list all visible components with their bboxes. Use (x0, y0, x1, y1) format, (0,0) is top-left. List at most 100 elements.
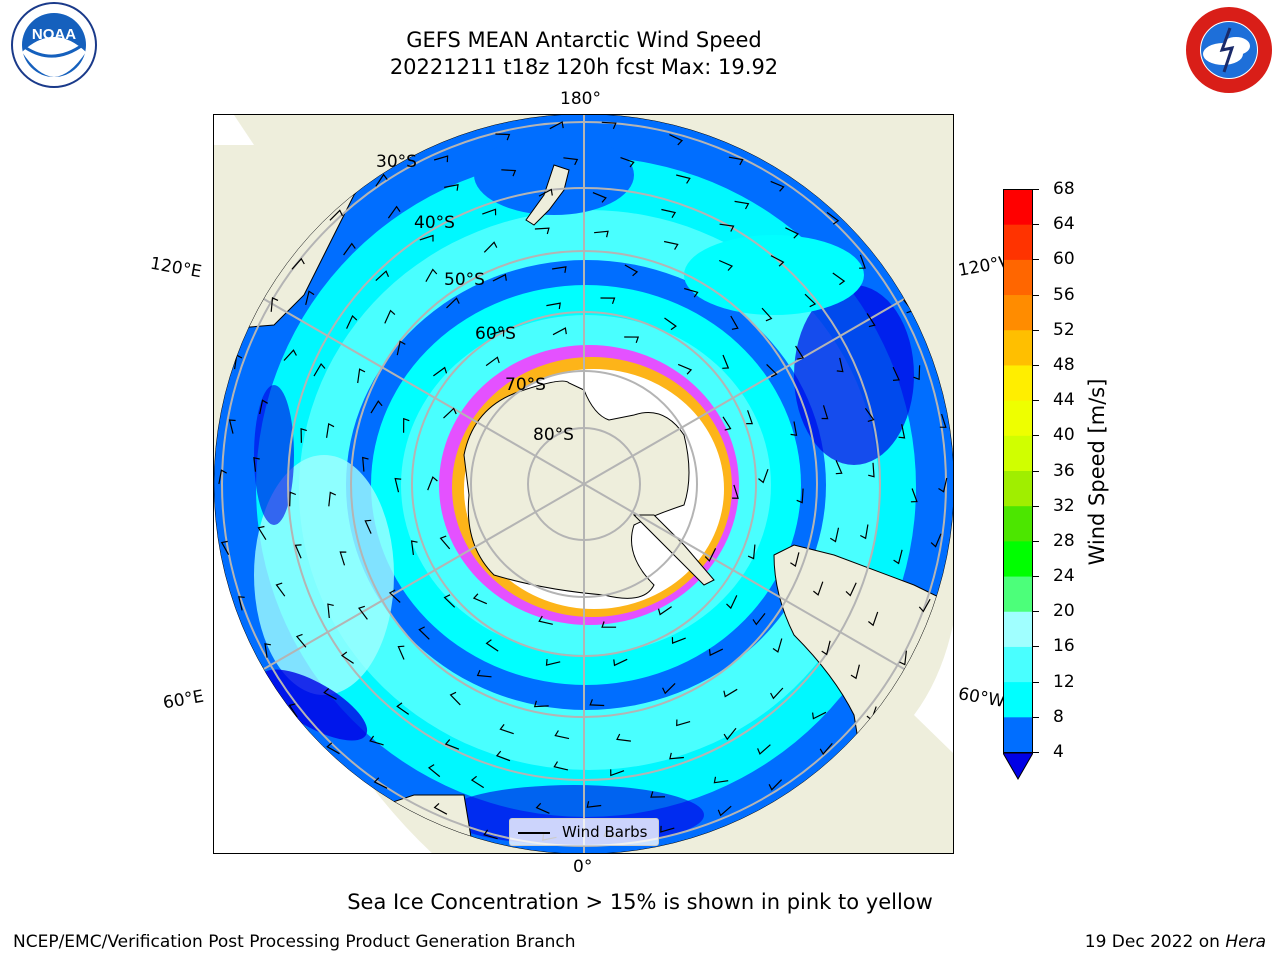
wind-barb (288, 703, 298, 718)
wind-barb (403, 417, 410, 433)
nws-logo (1178, 2, 1280, 98)
wind-barb (220, 540, 230, 555)
colorbar-segment (1003, 470, 1033, 507)
wind-barb (616, 733, 631, 742)
wind-barb (253, 457, 260, 472)
colorbar-tick-label: 60 (1053, 249, 1075, 270)
wind-barb (259, 399, 268, 415)
ocean-corner (214, 115, 254, 145)
wind-barb (671, 637, 686, 644)
wind-barb (492, 273, 507, 282)
colorbar-tick (1033, 646, 1039, 648)
colorbar-tick-label: 44 (1053, 390, 1075, 411)
wind-barb (829, 527, 840, 543)
wind-barb (501, 169, 517, 177)
wind-barb (918, 598, 931, 613)
wind-barb (326, 422, 335, 438)
wind-barb (439, 535, 451, 550)
colorbar-tick (1033, 540, 1039, 542)
lon-label-120e: 120°E (148, 253, 204, 283)
wind-barb (586, 801, 602, 808)
colorbar-tick (1033, 329, 1039, 331)
wind-barb (323, 688, 337, 700)
wind-barb (490, 329, 505, 337)
wind-barb (394, 477, 402, 493)
wind-barb (821, 640, 831, 656)
wind-barb (295, 633, 307, 648)
wind-barb (821, 405, 829, 420)
new-zealand (525, 164, 570, 226)
chart-subtitle: 20221211 t18z 120h fcst Max: 19.92 (389, 55, 779, 79)
lat-label-80s: 80°S (533, 425, 574, 445)
wind-patch (254, 385, 294, 525)
wind-barb (859, 254, 866, 269)
colorbar-tick-label: 52 (1053, 319, 1075, 340)
wind-patch (260, 669, 368, 741)
wind-barb (485, 639, 499, 652)
wind-barb (734, 200, 750, 210)
wind-barb (427, 476, 438, 491)
colorbar-segment (1003, 716, 1033, 753)
wind-barb (554, 730, 570, 740)
colorbar-segment (1003, 364, 1033, 401)
wind-barb (939, 413, 947, 428)
wind-barb (364, 519, 372, 534)
wind-barb (275, 582, 286, 597)
wind-barb (418, 626, 430, 640)
footer-host: Hera (1225, 932, 1266, 952)
wind-barb (746, 410, 754, 425)
wind-barb (768, 779, 783, 791)
wind-barb (483, 829, 498, 840)
sea-ice-note: Sea Ice Concentration > 15% is shown in … (347, 890, 933, 914)
colorbar-extend-min (1003, 752, 1033, 781)
colorbar-tick (1033, 470, 1039, 472)
wind-barb (419, 234, 434, 242)
wind-barb (470, 775, 485, 789)
wind-barb (326, 742, 340, 755)
lat-label-40s: 40°S (414, 213, 455, 233)
wind-barb (723, 727, 737, 741)
colorbar-outline (1003, 189, 1033, 753)
wind-barb (938, 477, 948, 493)
wind-barb (728, 156, 744, 166)
wind-barb (804, 293, 817, 308)
wind-barb (396, 702, 410, 715)
wind-barbs (218, 121, 948, 841)
colorbar-segment (1003, 576, 1033, 612)
wind-barb (410, 540, 418, 555)
wind-barb (832, 272, 846, 286)
wind-barb (427, 764, 441, 778)
wind-barb (370, 400, 383, 414)
wind-barb (601, 121, 617, 130)
wind-barb (449, 691, 461, 706)
wind-barb (444, 184, 459, 191)
colorbar-tick (1033, 435, 1039, 437)
wind-barb (425, 268, 438, 282)
wind-barb (289, 491, 297, 507)
wind-barb (930, 533, 942, 548)
wind-barb (664, 317, 677, 331)
wind-barb (375, 173, 388, 187)
wind-barb (594, 230, 609, 238)
wind-barb (433, 366, 448, 377)
colorbar-segment (1003, 259, 1033, 296)
wind-barb (340, 651, 354, 664)
wind-barb (375, 270, 390, 282)
wind-barb (433, 802, 448, 815)
colorbar-segment (1003, 611, 1033, 647)
wind-barb (723, 688, 738, 698)
lon-label-180: 180° (560, 89, 601, 109)
wind-barb (662, 682, 676, 695)
wind-barb (600, 297, 616, 304)
wind-barb (813, 581, 824, 596)
wind-barb (291, 257, 305, 270)
wind-barb (757, 744, 771, 755)
wind-barb (812, 711, 827, 720)
wind-barb (601, 621, 617, 628)
wind-barb (283, 349, 297, 361)
wind-barb (546, 302, 561, 310)
colorbar-tick-label: 28 (1053, 530, 1075, 551)
svg-text:NOAA: NOAA (32, 26, 76, 43)
wind-barb (657, 606, 672, 616)
wind-barb (218, 469, 227, 485)
